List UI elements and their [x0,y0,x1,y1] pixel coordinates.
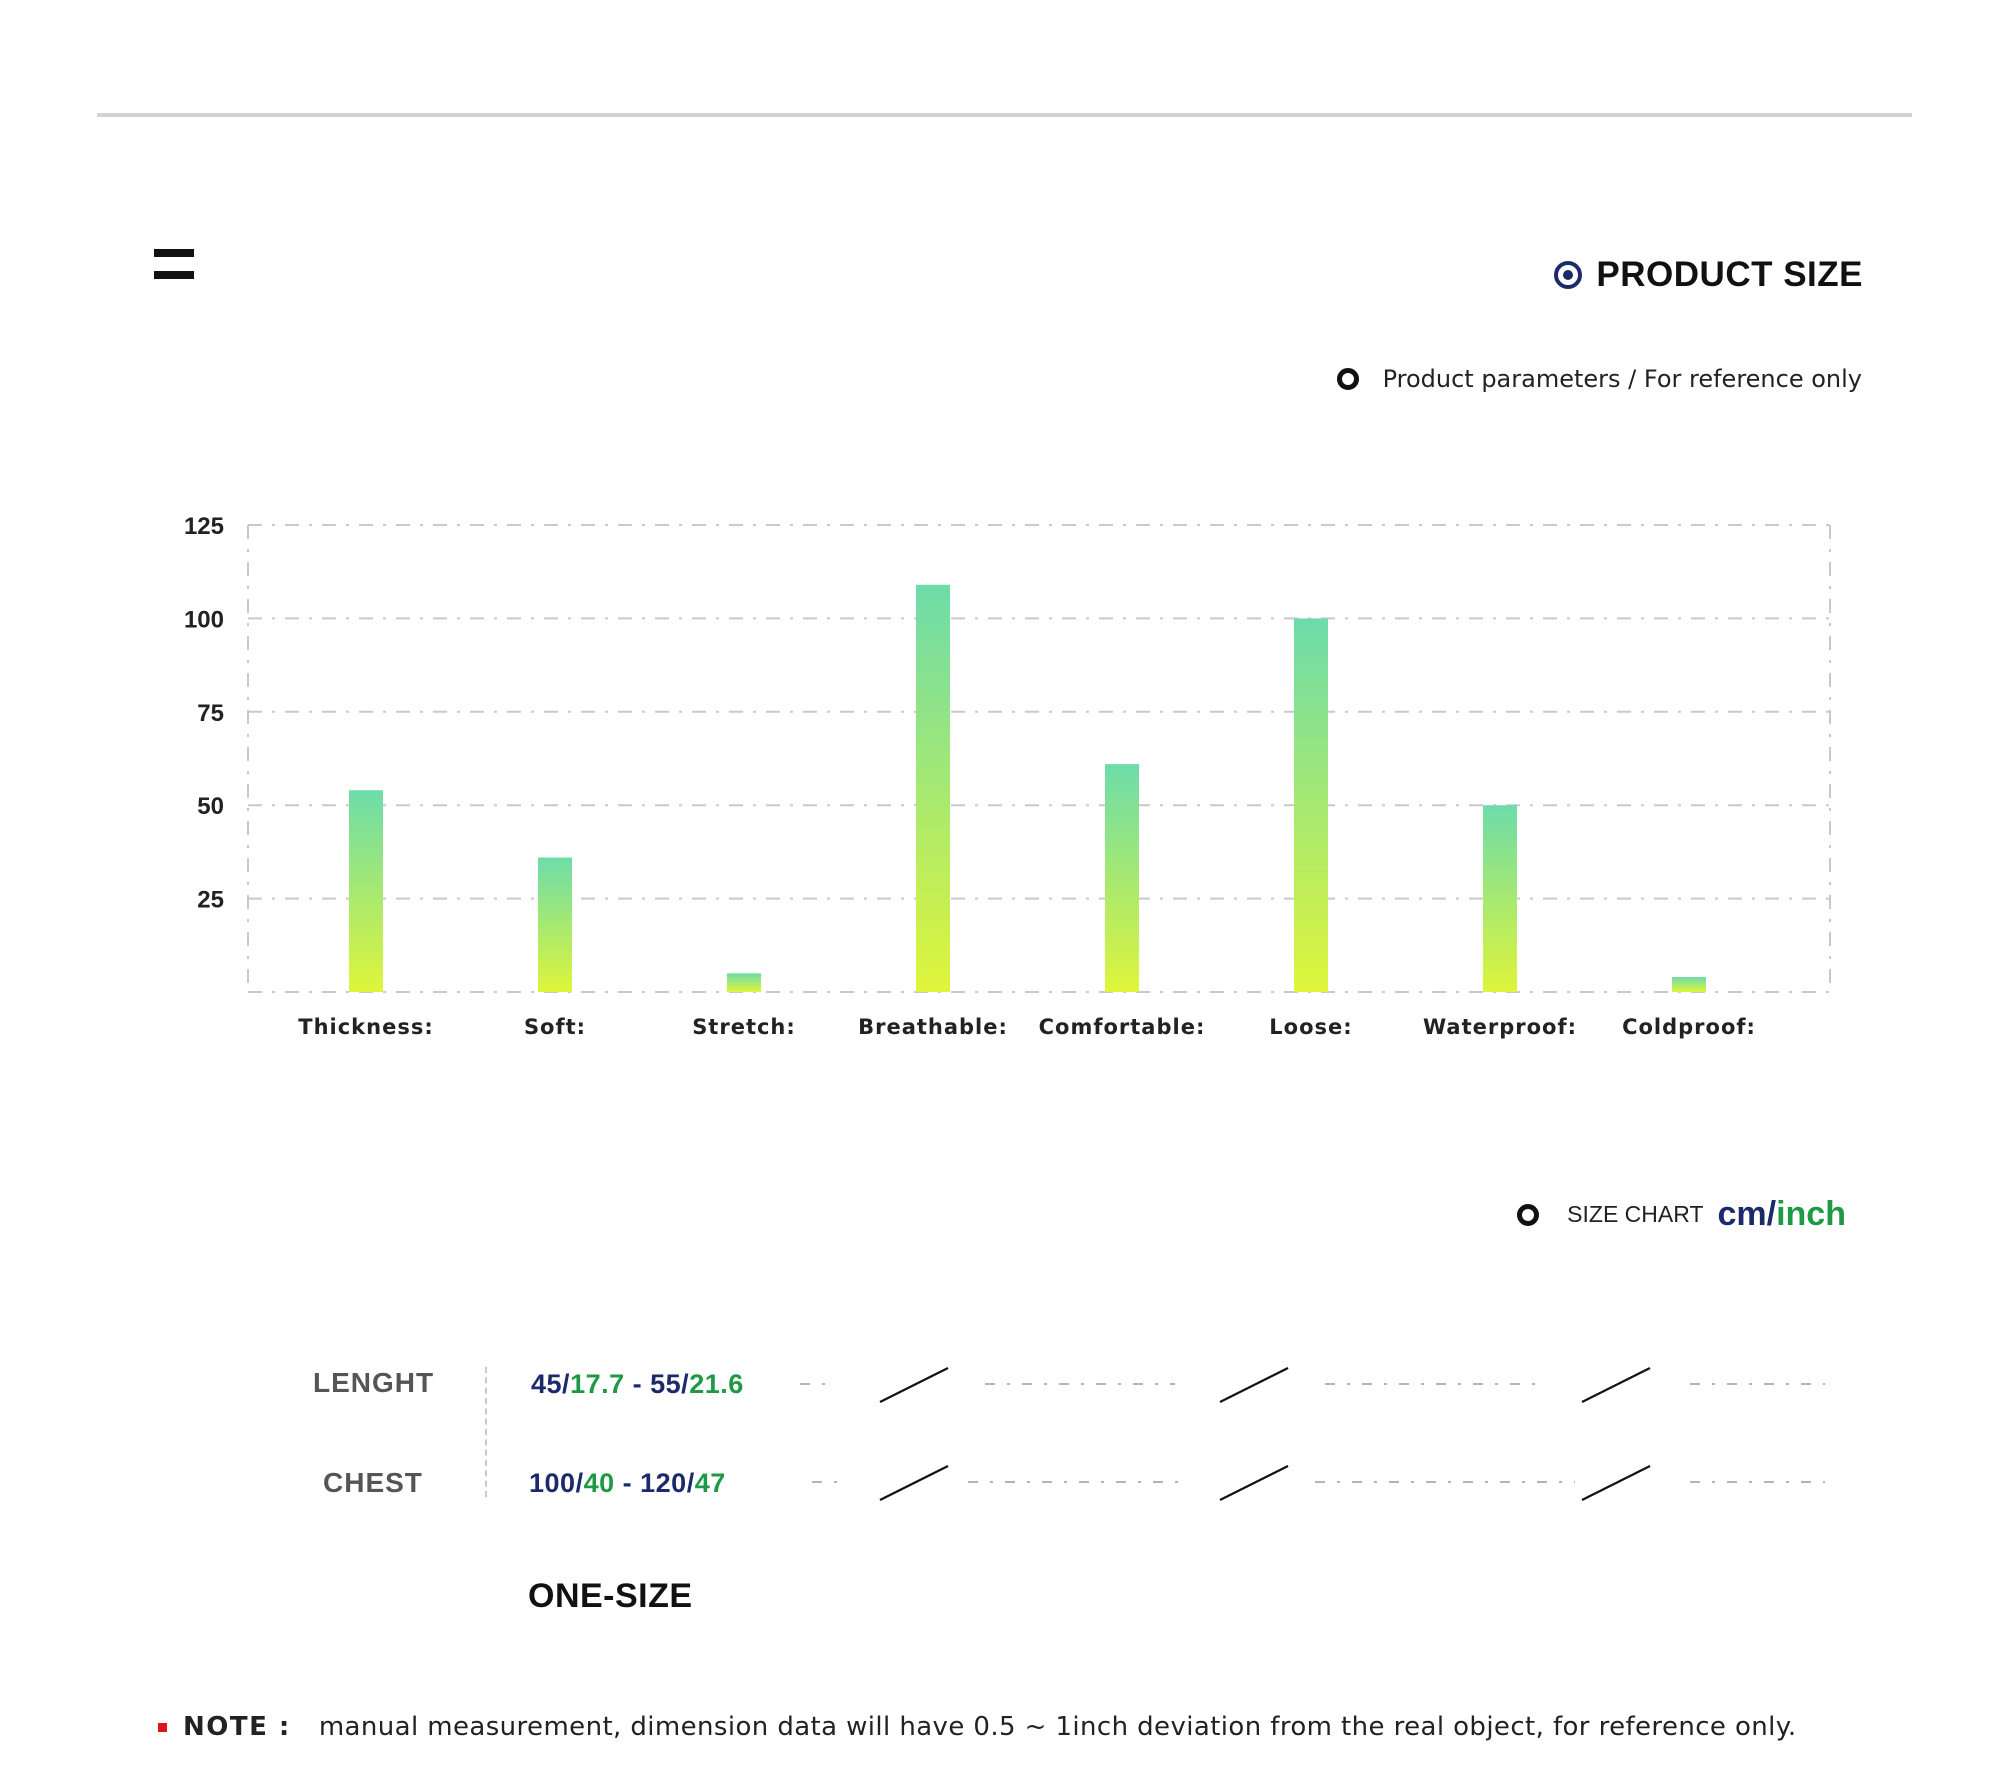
section-title: PRODUCT SIZE [1596,255,1863,294]
chest-min-inch: 40 [583,1468,615,1498]
unit-label: cm/inch [1718,1195,1847,1234]
unit-inch: inch [1776,1195,1846,1233]
row-label-divider [485,1367,487,1497]
top-divider [97,113,1912,117]
bar [1105,764,1139,992]
bar [1294,618,1328,992]
size-chart-header: SIZE CHART cm/inch [1517,1195,1846,1234]
section-header: PRODUCT SIZE [1554,255,1863,295]
range-dash: - [614,1468,641,1498]
slash: / [686,1468,695,1498]
target-icon [1554,261,1583,289]
bar [349,790,383,992]
bar [538,857,572,992]
size-name: ONE-SIZE [528,1577,693,1615]
note-bullet-icon [158,1722,167,1732]
x-category-label: Loose: [1269,1015,1352,1039]
ring-icon [1517,1203,1540,1226]
range-dash: - [624,1369,651,1399]
chest-max-inch: 47 [694,1468,726,1498]
x-category-label: Stretch: [692,1015,796,1039]
product-parameters-chart: 125 100 75 50 25 Thickness: Soft: Stretch: Brea… [184,513,1831,1039]
y-tick-label: 75 [197,700,224,727]
slash: / [562,1369,571,1399]
x-category-label: Soft: [524,1015,586,1039]
bar [916,584,950,992]
row-value-length: 45/17.7 - 55/21.6 [531,1369,744,1400]
y-tick-label: 100 [184,606,224,633]
x-category-label: Breathable: [858,1015,1008,1039]
length-max-inch: 21.6 [689,1369,744,1399]
size-chart-label: SIZE CHART [1567,1201,1704,1227]
note-text: manual measurement, dimension data will … [318,1712,1797,1742]
x-category-label: Thickness: [298,1015,433,1039]
y-tick-label: 50 [197,793,224,820]
x-category-label: Comfortable: [1039,1015,1206,1039]
x-category-label: Coldproof: [1622,1015,1756,1039]
slash: / [681,1369,690,1399]
chest-min-cm: 100 [529,1468,576,1498]
row-label-length: LENGHT [313,1367,435,1398]
unit-cm: cm [1717,1195,1767,1233]
note-row: NOTE : manual measurement, dimension dat… [158,1712,1797,1742]
params-caption: Product parameters / For reference only [1382,365,1862,393]
bar [1483,805,1517,992]
y-tick-label: 125 [184,513,224,540]
length-min-cm: 45 [531,1369,563,1399]
x-category-label: Waterproof: [1423,1015,1577,1039]
unit-separator: / [1766,1195,1777,1233]
row-value-chest: 100/40 - 120/47 [529,1468,726,1499]
slash: / [575,1468,584,1498]
ring-icon [1336,368,1359,390]
note-label: NOTE : [183,1712,291,1742]
length-min-inch: 17.7 [570,1369,625,1399]
bar [727,973,761,992]
params-caption-row: Product parameters / For reference only [1336,365,1862,393]
row-label-chest: CHEST [323,1467,423,1498]
length-max-cm: 55 [650,1369,682,1399]
chest-max-cm: 120 [640,1468,687,1498]
y-tick-label: 25 [197,887,224,914]
bar [1672,977,1706,992]
menu-icon[interactable] [154,249,194,281]
